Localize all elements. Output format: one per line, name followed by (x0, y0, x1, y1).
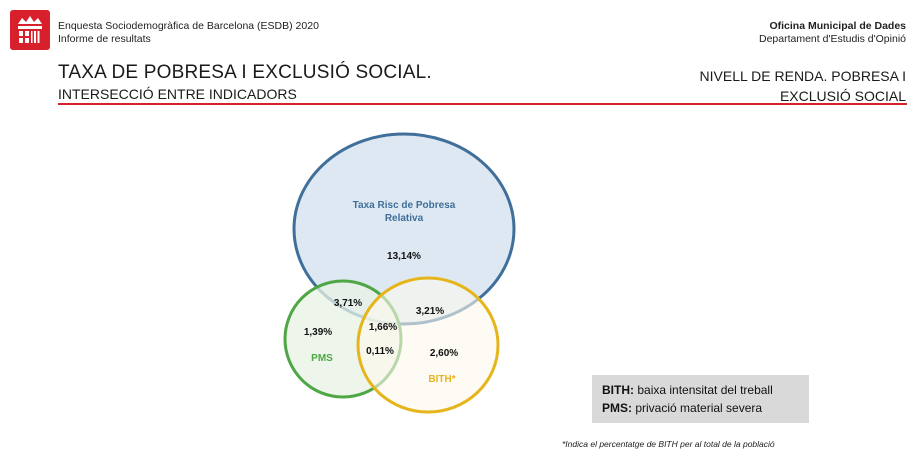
section-title-line1: NIVELL DE RENDA. POBRESA I (699, 68, 906, 84)
barcelona-logo (10, 10, 50, 50)
legend-desc-pms: privació material severa (635, 401, 763, 415)
title-divider (58, 103, 907, 105)
value-bith-only: 2,60% (430, 348, 458, 359)
department-name: Departament d'Estudis d'Opinió (758, 33, 906, 45)
report-type: Informe de resultats (58, 33, 151, 45)
survey-name: Enquesta Sociodemogràfica de Barcelona (… (58, 20, 319, 32)
section-title: NIVELL DE RENDA. POBRESA I EXCLUSIÓ SOCI… (646, 66, 906, 106)
value-pobresa-only: 13,14% (387, 251, 421, 262)
legend-item-pms: PMS: privació material severa (602, 399, 799, 417)
circle-bith (356, 276, 500, 414)
section-title-line2: EXCLUSIÓ SOCIAL (779, 88, 906, 104)
value-pobresa-pms: 3,71% (334, 298, 362, 309)
value-pms-bith: 0,11% (366, 346, 394, 357)
label-pobresa-line2: Relativa (385, 213, 424, 224)
legend-desc-bith: baixa intensitat del treball (637, 383, 773, 397)
page-title: TAXA DE POBRESA I EXCLUSIÓ SOCIAL. (58, 62, 432, 83)
label-pobresa-line1: Taxa Risc de Pobresa (353, 200, 456, 211)
organization-header: Oficina Municipal de Dades Departament d… (759, 20, 906, 46)
page-subtitle: INTERSECCIÓ ENTRE INDICADORS (58, 86, 297, 102)
footnote: *Indica el percentatge de BITH per al to… (562, 439, 775, 449)
value-pobresa-bith: 3,21% (416, 306, 444, 317)
legend-abbr-bith: BITH: (602, 383, 634, 397)
report-header: Enquesta Sociodemogràfica de Barcelona (… (58, 20, 319, 46)
value-pms-only: 1,39% (304, 327, 332, 338)
abbreviation-legend: BITH: baixa intensitat del treball PMS: … (592, 375, 809, 423)
label-bith: BITH* (428, 374, 455, 385)
value-all-three: 1,66% (369, 322, 397, 333)
legend-item-bith: BITH: baixa intensitat del treball (602, 381, 799, 399)
legend-abbr-pms: PMS: (602, 401, 632, 415)
organization-name: Oficina Municipal de Dades (769, 20, 906, 32)
label-pms: PMS (311, 353, 333, 364)
